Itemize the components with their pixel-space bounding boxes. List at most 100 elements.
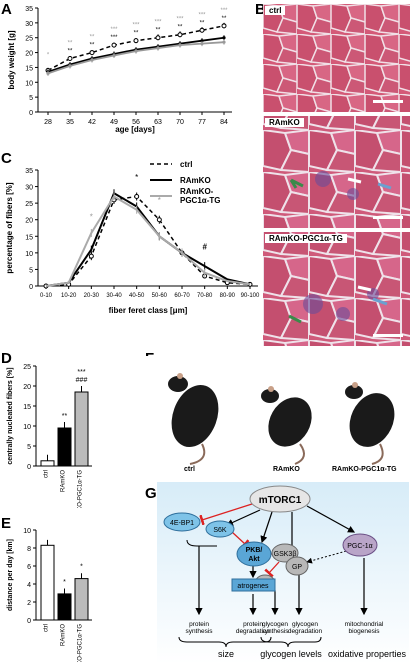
node-gsk3b: [271, 543, 299, 563]
legend-label-ramko-pgc-2: PGC1α-TG: [180, 196, 220, 205]
node-pgc-label: PGC-1α: [347, 543, 372, 550]
x-tick-label: 56: [132, 119, 140, 126]
y-tick-label: 25: [25, 201, 33, 208]
data-point: [88, 253, 94, 259]
data-point: [156, 217, 162, 223]
series-line-2: [45, 195, 251, 287]
legend-label-ramko: RAmKO: [180, 176, 211, 185]
series-line-0: [45, 195, 251, 287]
panel-label-d: D: [1, 350, 12, 367]
brace-glycogen: [260, 636, 322, 648]
edge-mtorc1-pkb: [260, 511, 273, 544]
histology-ramko-pgc: [263, 232, 410, 346]
edge-gsk-gs: [264, 561, 280, 578]
panel-label-e: E: [1, 515, 12, 532]
mouse-ramko-icon: [268, 397, 312, 447]
centrally-nucleated-chart: 0 5 10 15 20 25 ctrl ** RAmKO ***### RAmKO-PGC1α-T…: [7, 364, 92, 508]
y-tick-label: 10: [25, 251, 33, 258]
scale-bar: [373, 100, 403, 103]
bar-1: [57, 427, 72, 467]
significance-marker: *: [90, 213, 93, 222]
data-point: [67, 56, 73, 62]
mouse-label-ctrl: ctrl: [184, 466, 195, 473]
node-mtorc1-label: mTORC1: [259, 495, 302, 506]
node-akt-label: Akt: [248, 556, 260, 563]
y-tick-label: 15: [23, 404, 31, 411]
histology-ctrl: [263, 4, 410, 112]
y-tick-label: 15: [25, 234, 33, 241]
signaling-diagram: mTORC1 4E-BP1 S6K PKB/ Akt GSK3β GS GP P…: [157, 482, 409, 664]
series-line-1: [45, 191, 251, 287]
x-tick-label: 90-100: [241, 293, 260, 299]
mice-photo: [140, 356, 410, 468]
x-tick-label: 84: [220, 119, 228, 126]
legend-label-ctrl: ctrl: [180, 160, 192, 169]
label-protein-degradation-1: protein: [243, 621, 263, 628]
panel-label-b: B: [255, 1, 266, 18]
y-tick-label: 30: [25, 21, 33, 28]
blue-arrow-icon: [372, 297, 388, 306]
data-point: [46, 71, 50, 75]
significance-marker: **: [134, 31, 139, 37]
significance-marker: ***: [154, 20, 162, 26]
data-point: [178, 43, 182, 47]
fiber-feret-chart: 0 5 10 15 20 25 30 35 0-10 10-20 20-30 30-40 40-50 50…: [5, 160, 260, 315]
x-tick-label: 49: [110, 119, 118, 126]
y-axis-label: distance per day [km]: [7, 539, 14, 611]
significance-marker: *: [179, 32, 182, 38]
x-tick-label: RAmKO: [61, 624, 67, 646]
y-tick-label: 10: [23, 528, 31, 535]
significance-marker: *: [63, 579, 66, 586]
mouse-ctrl-icon: [171, 385, 219, 447]
significance-marker: ***: [77, 369, 85, 376]
node-gp-label: GP: [292, 564, 302, 571]
mouse-label-ramko-pgc: RAmKO-PGC1α-TG: [332, 466, 397, 473]
y-tick-label: 35: [25, 168, 33, 175]
significance-marker: ***: [110, 35, 118, 41]
y-axis-label: centrally nucleated fibers [%]: [7, 367, 14, 464]
node-gsk-label: GSK3β: [274, 551, 297, 558]
x-tick-label: 10-20: [61, 293, 77, 299]
y-tick-label: 10: [25, 80, 33, 87]
mouse-ramko-pgc-icon: [349, 393, 395, 447]
significance-marker: *: [135, 173, 138, 182]
y-tick-label: 5: [29, 267, 33, 274]
significance-marker: **: [156, 28, 161, 34]
node-pkb-akt: [236, 541, 272, 567]
y-tick-label: 30: [25, 185, 33, 192]
significance-marker: *: [158, 196, 161, 205]
body-weight-chart: 0 5 10 15 20 25 30 35 28 35 42 49 56 63 70 77 84 age [day…: [7, 6, 232, 134]
x-tick-label: 70: [176, 119, 184, 126]
y-tick-label: 15: [25, 65, 33, 72]
x-axis-label: age [days]: [115, 125, 155, 134]
x-tick-label: 20-30: [84, 293, 100, 299]
legend-label-ramko-pgc-1: RAmKO-: [180, 187, 214, 196]
x-tick-label: 0-10: [40, 293, 53, 299]
significance-marker: **: [68, 49, 73, 55]
data-point: [89, 50, 95, 56]
significance-marker: **: [68, 41, 73, 47]
green-arrow-icon: [288, 314, 302, 324]
label-glycogen-synthesis-2: synthesis: [261, 628, 289, 635]
significance-marker: ***: [132, 23, 140, 29]
y-tick-label: 20: [25, 218, 33, 225]
y-tick-label: 0: [27, 464, 31, 471]
significance-marker: ***: [110, 27, 118, 33]
x-tick-label: 40-50: [129, 293, 145, 299]
data-point: [133, 38, 139, 44]
y-tick-label: 0: [27, 618, 31, 625]
edge-mtorc1-4ebp1: [199, 503, 253, 526]
panel-label-a: A: [1, 1, 12, 18]
bar-0: [40, 460, 55, 467]
data-point: [112, 53, 116, 58]
y-tick-label: 8: [27, 546, 31, 553]
node-gp: [285, 556, 309, 576]
data-point: [200, 42, 204, 46]
data-point: [222, 40, 226, 44]
histology-images: [263, 4, 410, 346]
node-4ebp1: [163, 512, 201, 532]
label-protein-synthesis-1: protein: [189, 621, 209, 628]
x-tick-label: ctrl: [44, 624, 50, 632]
histology-label-ramko: RAmKO: [265, 118, 304, 127]
significance-marker: **: [178, 25, 183, 31]
